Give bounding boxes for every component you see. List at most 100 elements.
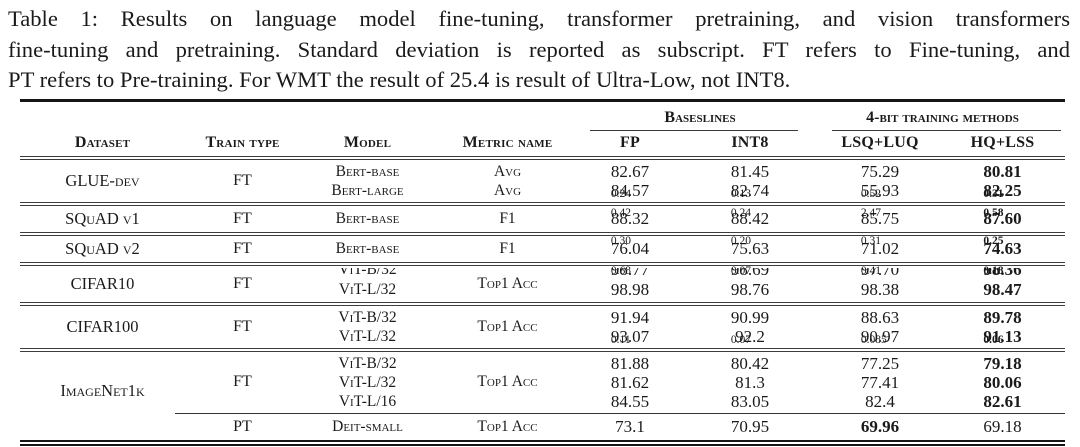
clipped-row-fragment: ViT-B/32: [338, 268, 396, 279]
train-type-cell: FT: [185, 352, 300, 413]
value-cell: 87.60 0.25: [983, 209, 1021, 247]
caption-line: PT refers to Pre-training. For WMT the r…: [8, 67, 791, 92]
value-column: 79.18 80.06 82.61: [940, 352, 1065, 413]
value-column: 87.60 0.25: [940, 206, 1065, 247]
pt-separator-rule: [175, 412, 1065, 414]
model-label: ViT-L/32: [338, 280, 397, 298]
header-hq-lss: HQ+LSS: [970, 134, 1035, 151]
value-cell: 90.97: [860, 326, 900, 346]
metric-label: Avg: [493, 162, 522, 180]
value-std-subscript: 0.58: [983, 206, 1004, 219]
value-column: 81.88 81.62 84.55: [580, 352, 680, 413]
value-cell: 88.63 0.085: [861, 308, 899, 346]
train-type-label: FT: [233, 209, 252, 227]
group-4bit-methods-label: 4-bit training methods: [866, 108, 1019, 126]
model-label: ViT-B/32: [338, 308, 397, 326]
model-label: ViT-L/32: [338, 327, 397, 345]
value-column: 97.700.1098.38: [820, 266, 940, 302]
model-label: ViT-B/32: [338, 267, 397, 278]
value-column: 90.99 0.07 92.2: [680, 306, 820, 348]
value-cell: 83.05: [730, 391, 770, 411]
value-column: 98.360.0598.47: [940, 266, 1065, 302]
value-column: 75.63 0.07: [680, 236, 820, 277]
metric-cell: Top1 Acc: [435, 414, 580, 440]
model-label: Bert-large: [331, 181, 404, 199]
value-cell: 82.25 0.58: [983, 181, 1021, 219]
value-column: 75.29 0.52 55.93 2.47: [820, 160, 940, 219]
model-cell: ViT-B/32 ViT-L/32 ViT-L/16: [300, 352, 435, 413]
model-label: Bert-base: [335, 210, 400, 227]
section-separator: [20, 201, 1065, 206]
value-column: 91.94 0.11 93.07: [580, 306, 680, 348]
value-cell: 74.63 0.18: [983, 239, 1021, 277]
train-type-label: PT: [233, 417, 252, 435]
caption-line: fine-tuning and pretraining. Standard de…: [8, 36, 1070, 62]
train-type-label: FT: [233, 274, 252, 292]
value-cell: 98.98: [610, 279, 650, 299]
value-cell: 98.47: [983, 279, 1022, 299]
value-cell: 84.55: [610, 391, 650, 411]
value-cell: 82.61: [983, 391, 1022, 411]
value-cell: 98.76: [730, 279, 770, 299]
header-rule: [20, 155, 1065, 160]
value-column: 88.42 0.20: [680, 206, 820, 247]
value-column: 81.45 0.13 82.74 0.24: [680, 160, 820, 219]
value-cell: 71.02 0.41: [861, 239, 899, 277]
top-rule: [20, 98, 1065, 102]
value-column: 82.67 0.24 84.57 0.42: [580, 160, 680, 219]
value-cell: 82.67 0.24: [611, 162, 649, 200]
value-cell: 73.1: [615, 417, 645, 436]
table-section: CIFAR100 FT ViT-B/32 ViT-L/32 Top1 Acc 91.94 0…: [20, 306, 1065, 348]
section-separator: [20, 301, 1065, 306]
value-cell: 92.2: [735, 326, 765, 346]
caption-line: Table 1: Results on language model fine-…: [8, 6, 1070, 31]
value-cell: 84.57 0.42: [611, 181, 649, 219]
value-cell: 80.42: [730, 353, 770, 373]
results-table: Baseslines 4-bit training methods Datase…: [20, 98, 1065, 446]
value-cell: 81.62: [610, 372, 650, 392]
model-cell: Bert-base Bert-large: [300, 160, 435, 202]
train-type-label: FT: [233, 317, 252, 335]
dataset-cell: GLUE-dev: [20, 160, 185, 202]
model-cell: Bert-base: [300, 236, 435, 262]
dataset-label: CIFAR10: [70, 273, 135, 293]
value-column: 80.81 0.31 82.25 0.58: [940, 160, 1065, 219]
group-baselines-label: Baseslines: [664, 108, 736, 126]
dataset-label: SQuAD v2: [65, 238, 140, 258]
model-cell: Bert-base: [300, 206, 435, 232]
value-column: 73.1: [580, 414, 680, 440]
table-row-group: FT ViT-B/32 ViT-L/32 ViT-L/16 Top1 Acc 81.88 8…: [20, 352, 1065, 413]
value-column: 85.75 0.31: [820, 206, 940, 247]
table-row-group: PT Deit-small Top1 Acc 73.1 70.95 69.96 69.18: [20, 414, 1065, 440]
value-cell: 55.93 2.47: [861, 181, 899, 219]
methods-underline: [832, 129, 1061, 131]
value-column: 98.770.0398.98: [580, 266, 680, 302]
metric-cell: Top1 Acc: [435, 266, 580, 302]
value-std-subscript: 0.68: [610, 265, 631, 277]
value-column: 76.04 0.68: [580, 236, 680, 277]
metric-label: Avg: [493, 181, 522, 199]
group-baselines: Baseslines: [580, 109, 820, 131]
table-header-groups: Baseslines 4-bit training methods: [20, 102, 1065, 131]
value-std-subscript: 0.52: [860, 187, 881, 200]
value-std-subscript: 0.30: [610, 235, 631, 247]
metric-label: F1: [499, 240, 516, 257]
dataset-label: ImageNet1k: [60, 380, 145, 400]
value-cell: 98.770.03: [610, 267, 650, 279]
header-lsq-luq: LSQ+LUQ: [841, 134, 919, 151]
value-cell: 97.700.10: [860, 267, 900, 279]
value-std-subscript: 0.13: [730, 187, 751, 200]
value-std-subscript: 0.07: [730, 333, 751, 346]
value-cell: 91.13: [983, 326, 1022, 346]
value-cell: 81.88: [610, 353, 650, 373]
value-std-subscript: 0.24: [610, 187, 631, 200]
dataset-cell: CIFAR100: [20, 306, 185, 348]
value-column: 80.42 81.3 83.05: [680, 352, 820, 413]
model-label: ViT-L/16: [338, 392, 397, 410]
value-column: 88.32 0.30: [580, 206, 680, 247]
value-cell: 75.63 0.07: [731, 239, 769, 277]
section-separator: [20, 231, 1065, 236]
value-cell: 82.4: [865, 391, 895, 411]
value-cell: 81.3: [735, 372, 765, 392]
